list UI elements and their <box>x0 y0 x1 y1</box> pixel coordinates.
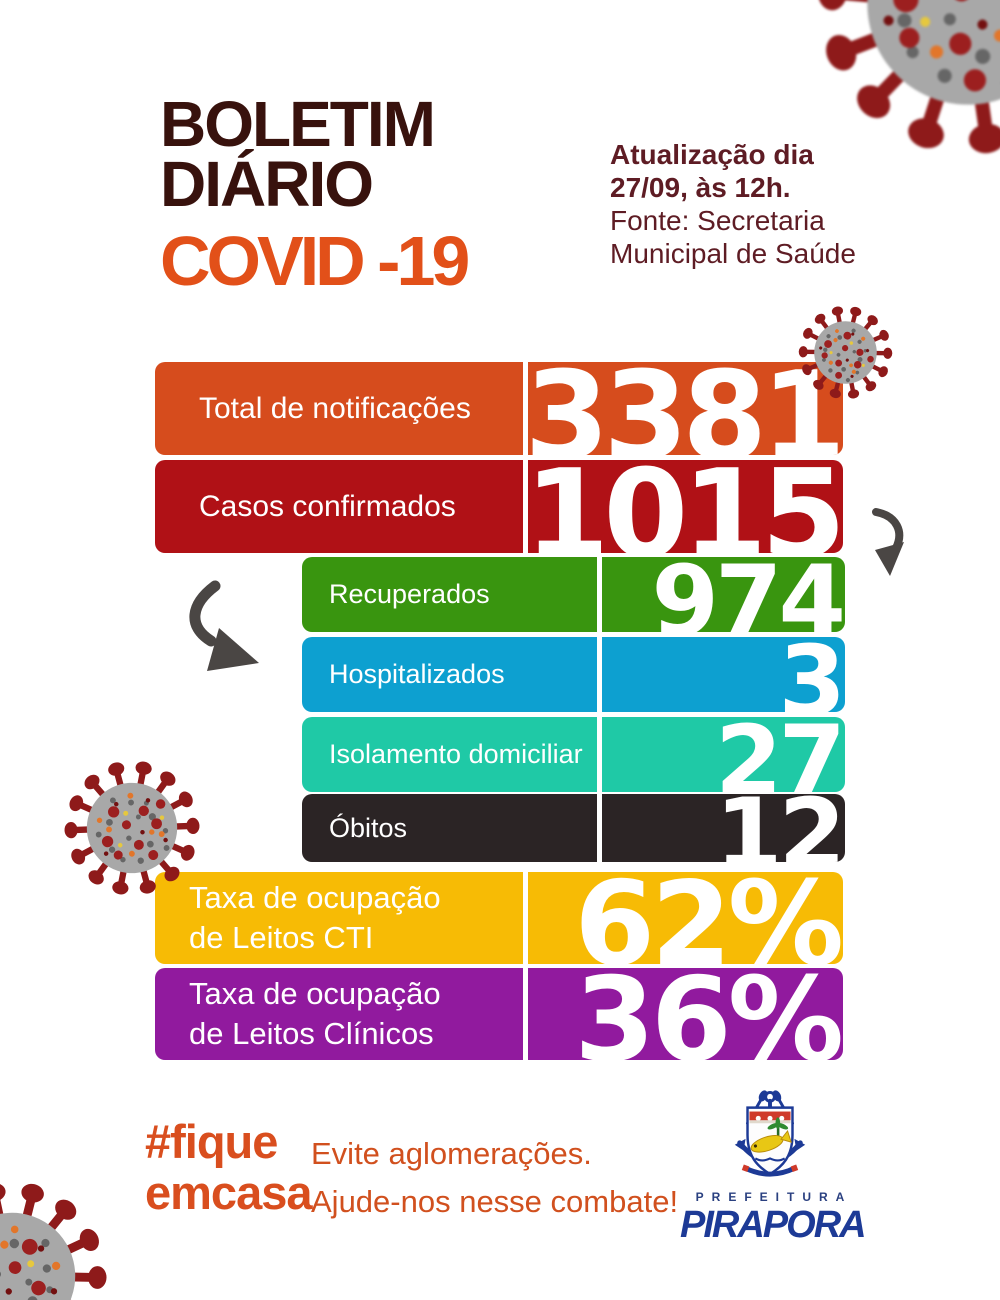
stat-label: Recuperados <box>329 579 490 609</box>
message-line-1: Evite aglomerações. <box>311 1136 592 1171</box>
pirapora-crest-icon <box>734 1090 806 1177</box>
footer-message: Evite aglomerações. Ajude-nos nesse comb… <box>311 1130 678 1226</box>
stat-row-leitos-clinicos: Taxa de ocupação de Leitos Clínicos 36% <box>155 968 843 1060</box>
stat-label: Casos confirmados <box>199 489 456 523</box>
stat-row-total-notificacoes: Total de notificações 3381 <box>155 362 843 455</box>
stat-value: 3 <box>778 637 846 712</box>
stat-label-box: Hospitalizados <box>302 637 597 712</box>
stat-label: Hospitalizados <box>329 659 505 689</box>
stat-row-isolamento-domiciliar: Isolamento domiciliar 27 <box>302 717 845 792</box>
stat-value-box: 27 <box>602 717 845 792</box>
stat-label-box: Isolamento domiciliar <box>302 717 597 792</box>
stat-label-line2: de Leitos CTI <box>189 920 374 955</box>
stat-label-box: Recuperados <box>302 557 597 632</box>
coronavirus-icon <box>0 1178 110 1300</box>
source-line-2: Municipal de Saúde <box>610 238 856 269</box>
curved-arrow-down-right-icon <box>189 580 259 671</box>
stat-label: Isolamento domiciliar <box>329 739 583 769</box>
stat-value: 27 <box>715 717 845 792</box>
stat-label-box: Óbitos <box>302 794 597 862</box>
stat-label: Taxa de ocupação <box>189 976 441 1011</box>
stat-label-box: Taxa de ocupação de Leitos CTI <box>155 872 523 964</box>
stat-value-box: 3 <box>602 637 845 712</box>
stat-row-recuperados: Recuperados 974 <box>302 557 845 632</box>
stat-label: Óbitos <box>329 812 408 843</box>
stat-value-box: 3381 <box>528 362 843 455</box>
coronavirus-icon <box>797 304 894 401</box>
stat-label: Taxa de ocupação <box>189 880 441 915</box>
source-line-1: Fonte: Secretaria <box>610 205 825 236</box>
stat-label: Total de notificações <box>199 391 471 425</box>
stat-row-hospitalizados: Hospitalizados 3 <box>302 637 845 712</box>
stat-row-casos-confirmados: Casos confirmados 1015 <box>155 460 843 553</box>
stat-label-box: Total de notificações <box>155 362 523 455</box>
prefeitura-label: PREFEITURA <box>695 1190 853 1204</box>
stat-value-box: 62% <box>528 872 843 964</box>
update-line-2: 27/09, às 12h. <box>610 172 791 203</box>
city-name-label: PIRAPORA <box>680 1204 867 1246</box>
hashtag-line-2: emcasa <box>145 1166 312 1219</box>
message-line-2: Ajude-nos nesse combate! <box>311 1184 679 1219</box>
curved-arrow-down-left-icon <box>872 508 904 576</box>
stat-label-box: Casos confirmados <box>155 460 523 553</box>
pirapora-logo: PREFEITURA PIRAPORA <box>680 1088 867 1246</box>
stat-label-box: Taxa de ocupação de Leitos Clínicos <box>155 968 523 1060</box>
title-line-2: DIÁRIO <box>160 148 374 220</box>
stat-value: 62% <box>574 872 843 964</box>
title-line-1: BOLETIM <box>160 88 436 160</box>
stat-value-box: 974 <box>602 557 845 632</box>
update-line-1: Atualização dia <box>610 139 814 170</box>
stat-label-line2: de Leitos Clínicos <box>189 1016 434 1051</box>
title-covid: COVID -19 <box>160 222 470 300</box>
stat-value: 1015 <box>528 460 843 553</box>
coronavirus-icon <box>62 758 202 898</box>
stat-row-obitos: Óbitos 12 <box>302 794 845 862</box>
stat-value-box: 1015 <box>528 460 843 553</box>
stat-value: 36% <box>574 968 843 1060</box>
stat-value-box: 36% <box>528 968 843 1060</box>
title-block: BOLETIM DIÁRIO COVID -19 <box>160 88 470 300</box>
hashtag-line-1: #fique <box>145 1115 278 1168</box>
coronavirus-icon <box>812 0 1000 160</box>
stat-row-leitos-cti: Taxa de ocupação de Leitos CTI 62% <box>155 872 843 964</box>
stat-value-box: 12 <box>602 794 845 862</box>
stat-value: 3381 <box>528 362 843 455</box>
stat-value: 974 <box>651 557 845 632</box>
stat-value: 12 <box>715 794 845 862</box>
stay-home-hashtag: #fique emcasa <box>145 1116 312 1218</box>
update-info: Atualização dia 27/09, às 12h. Fonte: Se… <box>610 138 856 270</box>
